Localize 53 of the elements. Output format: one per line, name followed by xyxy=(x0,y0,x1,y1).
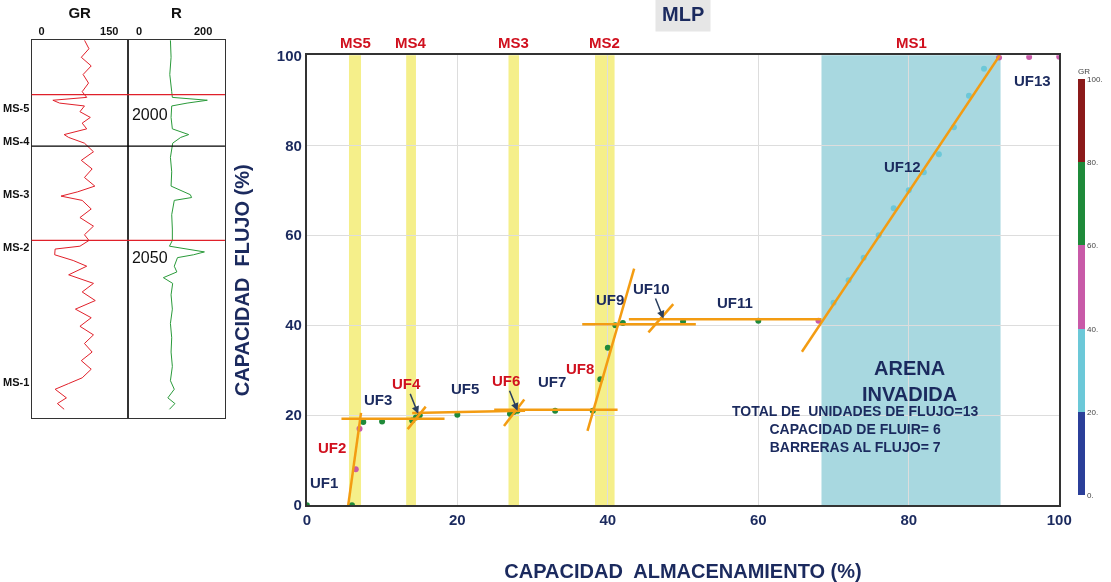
x-tick-label: 150 xyxy=(100,24,119,37)
chart-title: MLP xyxy=(662,3,705,25)
x-axis-title: R xyxy=(170,4,182,22)
x-tick-label: 20 xyxy=(448,511,466,529)
text: MS-4 xyxy=(3,135,31,147)
x-tick-label: 40 xyxy=(599,511,617,529)
band-label: MS2 xyxy=(589,34,620,51)
y-tick-label: 20 xyxy=(285,406,302,424)
x-tick-label: 100 xyxy=(1046,511,1072,529)
x-axis-title: GR xyxy=(68,4,92,22)
band-label: MS5 xyxy=(340,34,371,51)
y-axis-title: CAPACIDAD FLUJO (%) xyxy=(230,164,253,397)
text: MS-1 xyxy=(3,376,30,388)
annotation: ARENA INVADIDA xyxy=(862,357,958,405)
x-axis-title: CAPACIDAD ALMACENAMIENTO (%) xyxy=(504,560,862,582)
color-bar-label: 80. xyxy=(1087,158,1099,168)
color-bar-label: 0. xyxy=(1087,490,1094,500)
y-tick-label: 60 xyxy=(285,226,302,244)
x-tick-label: 60 xyxy=(749,511,767,529)
y-tick-label: 2050 xyxy=(131,249,168,267)
x-tick-label: 200 xyxy=(193,24,213,37)
color-bar-label: 100. xyxy=(1087,74,1103,84)
annotation: UF2 xyxy=(318,439,347,456)
y-tick-label: 100 xyxy=(276,46,302,64)
x-tick-label: 80 xyxy=(900,511,918,529)
y-tick-label: 2000 xyxy=(131,106,168,124)
annotation: UF6 xyxy=(492,372,521,389)
band-label: MS4 xyxy=(395,34,427,51)
color-bar-title: GR xyxy=(1077,67,1091,77)
band-label: MS3 xyxy=(498,34,529,51)
color-bar-label: 20. xyxy=(1087,407,1099,417)
x-tick-label: 0 xyxy=(38,24,45,37)
annotation: UF4 xyxy=(392,375,421,392)
text: MS-2 xyxy=(3,241,30,253)
annotation: UF9 xyxy=(596,291,625,308)
band-label: MS1 xyxy=(896,34,927,51)
annotation: UF13 xyxy=(1014,72,1051,89)
y-tick-label: 80 xyxy=(285,136,302,154)
annotation: TOTAL DE UNIDADES DE FLUJO=13 CAPACIDAD DE FLUIR= 6 BARRERAS AL FLUJO= 7 xyxy=(732,403,979,456)
annotation: UF3 xyxy=(364,391,393,408)
y-tick-label: 0 xyxy=(293,496,302,514)
annotation: UF5 xyxy=(451,380,480,397)
annotation: UF1 xyxy=(310,474,339,491)
y-tick-label: 40 xyxy=(285,316,302,334)
annotation: UF10 xyxy=(633,280,670,297)
annotation: UF7 xyxy=(538,373,567,390)
annotation: UF12 xyxy=(884,158,921,175)
text: MS-3 xyxy=(3,188,30,200)
color-bar-label: 60. xyxy=(1087,241,1099,251)
annotation: UF8 xyxy=(566,360,595,377)
text: MS-5 xyxy=(3,102,30,114)
color-bar-label: 40. xyxy=(1087,324,1099,334)
annotation: UF11 xyxy=(717,294,753,311)
